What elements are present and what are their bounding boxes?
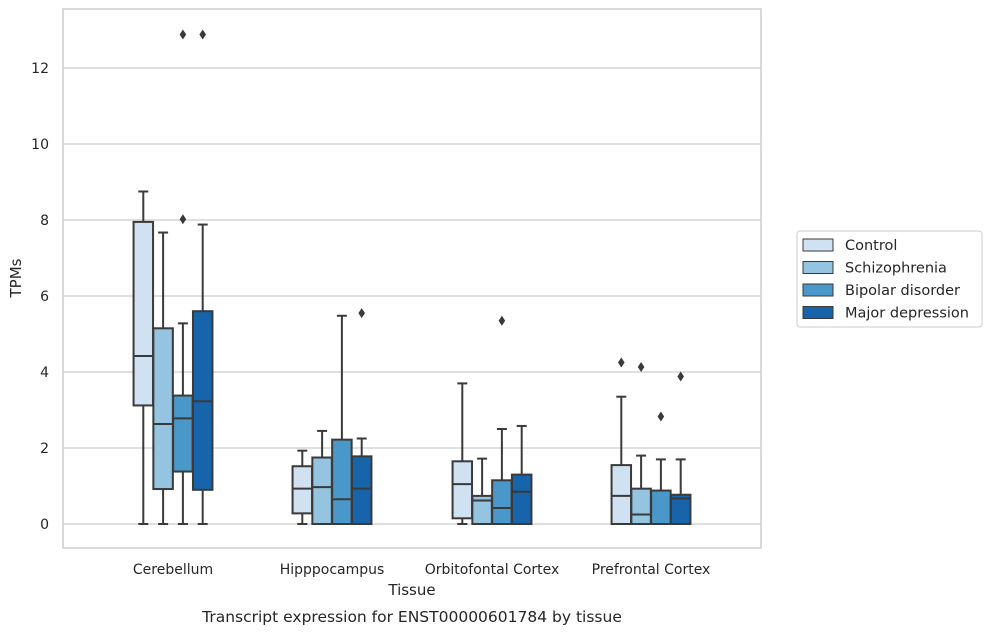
- legend: Control Schizophrenia Bipolar disorder Majo…: [796, 230, 983, 328]
- box-plot-area: [132, 29, 692, 526]
- box-plot: [191, 29, 214, 525]
- x-axis-label: Tissue: [387, 581, 435, 599]
- series-control: [132, 190, 633, 526]
- legend-swatch: [802, 283, 834, 297]
- box: [491, 479, 513, 525]
- box: [610, 464, 633, 526]
- box-plot: [630, 362, 652, 526]
- legend-label: Bipolar disorder: [845, 283, 960, 299]
- x-tick-label: Orbitofontal Cortex: [425, 562, 560, 578]
- x-tick-label: Prefrontal Cortex: [592, 562, 711, 578]
- series-major-depression: [191, 29, 692, 526]
- box: [350, 455, 373, 525]
- y-tick-label: 6: [40, 289, 49, 305]
- x-tick-label: Cerebellum: [133, 562, 213, 578]
- legend-swatch: [802, 306, 834, 319]
- outlier-point: [358, 308, 365, 319]
- outlier-point: [657, 411, 665, 422]
- box: [630, 487, 652, 526]
- y-tick-label: 2: [40, 441, 49, 457]
- plot-frame: [62, 8, 762, 549]
- outlier-point: [498, 315, 506, 326]
- legend-frame: [796, 230, 983, 328]
- box-plot: [451, 382, 474, 525]
- box: [291, 465, 314, 515]
- box-plot: [471, 457, 493, 526]
- box-plot: [152, 231, 174, 525]
- box-plot: [172, 29, 194, 525]
- box-plot: [311, 429, 333, 525]
- series-schizophrenia: [152, 231, 652, 526]
- legend-label: Major depression: [845, 306, 969, 322]
- legend-label: Schizophrenia: [845, 261, 947, 277]
- legend-items: Control Schizophrenia Bipolar disorder Majo…: [802, 238, 969, 322]
- series-bipolar-disorder: [172, 29, 672, 526]
- legend-swatch: [802, 261, 834, 274]
- box-plot: [669, 371, 692, 525]
- y-tick-label: 0: [40, 517, 49, 533]
- y-tick-label: 4: [40, 365, 49, 381]
- legend-label: Control: [845, 238, 897, 254]
- outlier-point: [199, 29, 206, 40]
- box: [510, 473, 533, 526]
- box-plot: [331, 314, 353, 526]
- box: [132, 220, 155, 407]
- box-plot: [650, 411, 672, 525]
- chart-caption: Transcript expression for ENST0000060178…: [201, 608, 622, 626]
- box-plot: [350, 308, 373, 525]
- box: [669, 493, 692, 525]
- outlier-point: [618, 357, 625, 368]
- box-plot: [610, 357, 633, 526]
- box: [650, 489, 672, 525]
- box-plot: [291, 449, 314, 525]
- box: [311, 456, 333, 525]
- box: [172, 394, 194, 473]
- x-tick-label: Hipppocampus: [280, 562, 385, 578]
- y-tick-label: 10: [31, 137, 49, 153]
- box: [451, 460, 474, 520]
- y-axis-label: TPMs: [7, 258, 25, 298]
- y-tick-label: 12: [31, 61, 49, 77]
- box: [152, 327, 174, 491]
- outlier-point: [637, 362, 645, 373]
- box-plot: [132, 190, 155, 525]
- y-axis-ticks: 0 2 4 6 8 10 12: [31, 61, 49, 533]
- box-plot: [491, 315, 513, 525]
- box-plot: [510, 424, 533, 526]
- legend-swatch: [802, 238, 834, 252]
- x-axis-ticks: Cerebellum Hipppocampus Orbitofontal Corte…: [133, 562, 710, 578]
- box: [331, 438, 353, 526]
- y-tick-label: 8: [40, 213, 49, 229]
- outlier-point: [179, 29, 187, 40]
- outlier-point: [179, 214, 187, 225]
- outlier-point: [677, 371, 684, 382]
